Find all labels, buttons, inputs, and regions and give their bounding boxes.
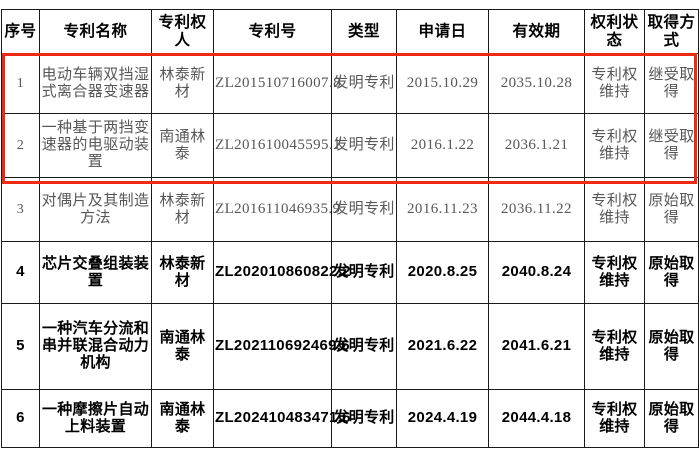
cell-status: 专利权维持: [584, 241, 645, 304]
cell-number: ZL201510716007.8: [213, 53, 341, 114]
cell-valid: 2036.11.22: [488, 177, 585, 242]
cell-acq: 原始取得: [644, 241, 699, 304]
cell-status: 专利权维持: [584, 389, 645, 448]
table-header-row: 序号 专利名称 专利权人 专利号 类型 申请日 有效期 权利状态 取得方式: [1, 9, 699, 54]
cell-name: 电动车辆双挡湿式离合器变速器: [39, 53, 152, 114]
column-header-apply: 申请日: [396, 9, 489, 54]
column-header-name: 专利名称: [39, 9, 152, 54]
cell-number: ZL201611046935.9: [213, 177, 340, 242]
cell-acq: 原始取得: [644, 389, 699, 448]
table-row: 5 一种汽车分流和串并联混合动力机构 南通林泰 ZL202110692469.6…: [1, 303, 699, 390]
cell-apply: 2015.10.29: [396, 53, 489, 114]
column-header-owner: 专利权人: [151, 9, 214, 54]
column-header-status: 权利状态: [584, 9, 645, 54]
patent-list-table: 序号 专利名称 专利权人 专利号 类型 申请日 有效期 权利状态 取得方式 1 …: [1, 9, 699, 448]
cell-apply: 2024.4.19: [396, 389, 489, 448]
cell-status: 专利权维持: [584, 177, 645, 242]
cell-name: 芯片交叠组装装置: [39, 241, 152, 304]
cell-apply: 2016.11.23: [396, 177, 489, 242]
table-row: 3 对偶片及其制造方法 林泰新材 ZL201611046935.9 发明专利 2…: [1, 177, 699, 242]
cell-owner: 林泰新材: [151, 177, 214, 242]
cell-valid: 2036.1.21: [488, 113, 585, 178]
cell-acq: 原始取得: [644, 177, 699, 242]
cell-seq: 6: [1, 389, 40, 448]
cell-seq: 1: [1, 53, 40, 114]
table-row: 2 一种基于两挡变速器的电驱动装置 南通林泰 ZL201610045595.1 …: [1, 113, 699, 178]
cell-owner: 南通林泰: [151, 303, 214, 390]
cell-name: 一种摩擦片自动上料装置: [39, 389, 152, 448]
cell-type: 发明专利: [331, 241, 397, 304]
cell-valid: 2040.8.24: [488, 241, 585, 304]
cell-seq: 5: [1, 303, 40, 390]
cell-owner: 南通林泰: [151, 389, 214, 448]
cell-number: ZL202010860822.2: [213, 241, 350, 304]
cell-name: 一种基于两挡变速器的电驱动装置: [39, 113, 152, 178]
cell-seq: 3: [1, 177, 40, 242]
cell-apply: 2021.6.22: [396, 303, 489, 390]
cell-owner: 南通林泰: [151, 113, 214, 178]
column-header-number: 专利号: [213, 9, 332, 54]
cell-type: 发明专利: [331, 303, 397, 390]
cell-status: 专利权维持: [584, 53, 645, 114]
cell-acq: 原始取得: [644, 303, 699, 390]
column-header-acq: 取得方式: [644, 9, 699, 54]
cell-apply: 2020.8.25: [396, 241, 489, 304]
column-header-type: 类型: [331, 9, 397, 54]
cell-owner: 林泰新材: [151, 53, 214, 114]
cell-seq: 4: [1, 241, 40, 304]
cell-valid: 2044.4.18: [488, 389, 585, 448]
column-header-seq: 序号: [1, 9, 40, 54]
cell-acq: 继受取得: [644, 53, 699, 114]
cell-type: 发明专利: [331, 113, 397, 178]
column-header-valid: 有效期: [488, 9, 585, 54]
table-row: 1 电动车辆双挡湿式离合器变速器 林泰新材 ZL201510716007.8 发…: [1, 53, 699, 114]
cell-type: 发明专利: [331, 177, 397, 242]
table-row: 6 一种摩擦片自动上料装置 南通林泰 ZL202410483471.6 发明专利…: [1, 389, 699, 448]
table-header: 序号 专利名称 专利权人 专利号 类型 申请日 有效期 权利状态 取得方式: [1, 9, 699, 54]
cell-acq: 继受取得: [644, 113, 699, 178]
cell-name: 对偶片及其制造方法: [39, 177, 152, 242]
cell-number: ZL202110692469.6: [213, 303, 350, 390]
cell-valid: 2035.10.28: [488, 53, 585, 114]
cell-apply: 2016.1.22: [396, 113, 489, 178]
cell-type: 发明专利: [331, 53, 397, 114]
cell-type: 发明专利: [331, 389, 397, 448]
cell-number: ZL202410483471.6: [213, 389, 350, 448]
cell-status: 专利权维持: [584, 303, 645, 390]
table-body: 1 电动车辆双挡湿式离合器变速器 林泰新材 ZL201510716007.8 发…: [1, 53, 699, 448]
cell-number: ZL201610045595.1: [213, 113, 341, 178]
cell-seq: 2: [1, 113, 40, 178]
cell-name: 一种汽车分流和串并联混合动力机构: [39, 303, 152, 390]
cell-owner: 林泰新材: [151, 241, 214, 304]
table-row: 4 芯片交叠组装装置 林泰新材 ZL202010860822.2 发明专利 20…: [1, 241, 699, 304]
cell-valid: 2041.6.21: [488, 303, 585, 390]
cell-status: 专利权维持: [584, 113, 645, 178]
